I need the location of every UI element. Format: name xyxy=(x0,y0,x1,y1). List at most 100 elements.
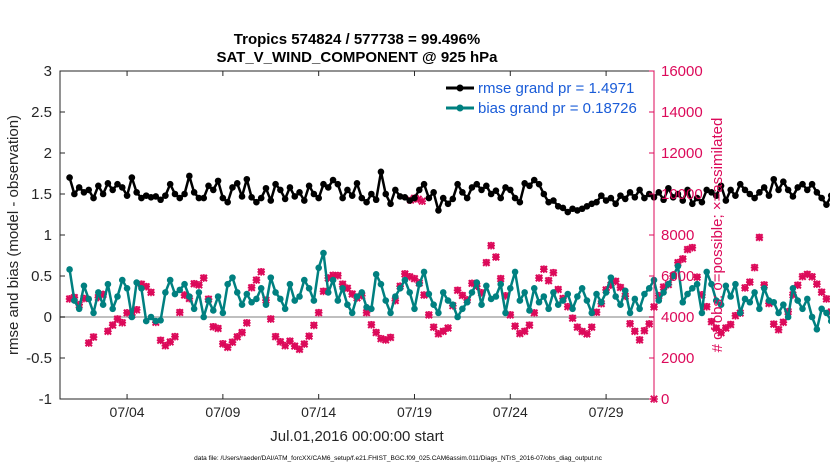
bias-point xyxy=(166,276,174,284)
rmse-point xyxy=(152,193,160,200)
rmse-point xyxy=(463,194,471,202)
bias-point xyxy=(617,301,624,309)
x-tick-label: 07/19 xyxy=(397,404,432,420)
bias-point xyxy=(483,282,490,290)
bias-point xyxy=(90,309,97,317)
rmse-point xyxy=(439,194,447,202)
bias-point xyxy=(277,295,284,303)
bias-point xyxy=(257,285,265,292)
rmse-point xyxy=(296,189,303,196)
bias-point xyxy=(741,295,749,303)
bias-point xyxy=(631,295,639,303)
obs-assimilated-point xyxy=(587,323,596,332)
rmse-point xyxy=(803,186,811,194)
rmse-point xyxy=(195,194,203,202)
bias-point xyxy=(401,276,409,284)
obs-assimilated-point xyxy=(171,332,179,341)
rmse-point xyxy=(334,180,342,188)
bias-point xyxy=(425,290,433,298)
rmse-point xyxy=(176,194,184,202)
y-left-tick-label: 2.5 xyxy=(31,104,52,121)
rmse-point xyxy=(535,180,543,188)
obs-assimilated-point xyxy=(195,281,203,289)
legend-label-bias: bias grand pr = 0.18726 xyxy=(478,100,637,117)
rmse-point xyxy=(784,186,792,194)
bias-point xyxy=(382,297,390,304)
bias-point xyxy=(157,316,164,324)
obs-assimilated-point xyxy=(372,328,381,337)
bias-point xyxy=(133,279,140,286)
rmse-point xyxy=(368,190,375,198)
bias-point xyxy=(396,285,404,292)
bias-point xyxy=(770,298,778,306)
obs-assimilated-point xyxy=(199,274,208,282)
x-tick-label: 07/09 xyxy=(205,404,240,420)
bias-point xyxy=(732,280,739,288)
bias-point xyxy=(708,280,715,288)
bias-point xyxy=(324,289,332,296)
obs-assimilated-point xyxy=(750,263,759,272)
bias-point xyxy=(588,309,596,317)
rmse-point xyxy=(320,180,327,188)
bias-point xyxy=(387,309,394,317)
rmse-point xyxy=(799,180,806,188)
rmse-point xyxy=(693,194,701,202)
obs-assimilated-point xyxy=(539,265,548,274)
bias-point xyxy=(818,305,825,313)
rmse-point xyxy=(722,197,730,204)
rmse-point xyxy=(190,189,198,196)
bias-point xyxy=(339,285,346,292)
obs-assimilated-point xyxy=(132,305,141,314)
bias-point xyxy=(214,293,222,300)
rmse-point xyxy=(329,176,337,184)
obs-assimilated-point xyxy=(238,328,246,337)
obs-assimilated-point xyxy=(266,315,275,323)
bias-point xyxy=(583,297,591,304)
bias-point xyxy=(320,249,327,257)
bias-point xyxy=(109,305,116,313)
rmse-point xyxy=(281,195,289,203)
bias-point xyxy=(511,268,519,276)
bias-point xyxy=(463,298,471,306)
bias-point xyxy=(171,290,179,298)
y-right-tick-label: 6000 xyxy=(661,268,694,285)
bias-point xyxy=(315,264,322,272)
bias-point xyxy=(99,301,107,309)
rmse-point xyxy=(123,192,131,199)
x-axis-label: Jul.01,2016 00:00:00 start xyxy=(270,428,444,445)
bias-point xyxy=(578,285,586,292)
rmse-point xyxy=(669,193,677,201)
rmse-point xyxy=(559,204,567,212)
chart-subtitle: SAT_V_WIND_COMPONENT @ 925 hPa xyxy=(216,49,498,66)
bias-point xyxy=(569,305,576,313)
obs-assimilated-point xyxy=(424,311,433,319)
rmse-point xyxy=(157,196,164,204)
obs-assimilated-point xyxy=(247,283,256,292)
obs-assimilated-point xyxy=(492,253,500,262)
rmse-point xyxy=(617,192,624,199)
obs-assimilated-point xyxy=(309,321,318,330)
obs-assimilated-point xyxy=(702,302,711,311)
bias-point xyxy=(377,280,385,288)
obs-assimilated-point xyxy=(640,326,649,335)
obs-assimilated-point xyxy=(520,327,529,336)
obs-assimilated-point xyxy=(84,339,93,347)
rmse-point xyxy=(751,194,758,202)
y-left-axis-label: rmse and bias (model - observation) xyxy=(5,115,22,355)
bias-point xyxy=(358,289,366,296)
rmse-point xyxy=(425,194,433,202)
obs-assimilated-point xyxy=(525,321,534,330)
y-right-tick-label: 16000 xyxy=(661,63,703,80)
rmse-point xyxy=(377,168,385,176)
bias-point xyxy=(602,289,610,296)
bias-point xyxy=(209,307,217,314)
obs-assimilated-point xyxy=(535,274,543,282)
rmse-point xyxy=(727,186,734,194)
bias-point xyxy=(626,309,634,317)
rmse-point xyxy=(95,182,102,190)
y-left-tick-label: 0 xyxy=(44,309,52,326)
rmse-point xyxy=(780,178,787,185)
bias-point xyxy=(186,293,193,300)
bias-point xyxy=(176,286,184,294)
